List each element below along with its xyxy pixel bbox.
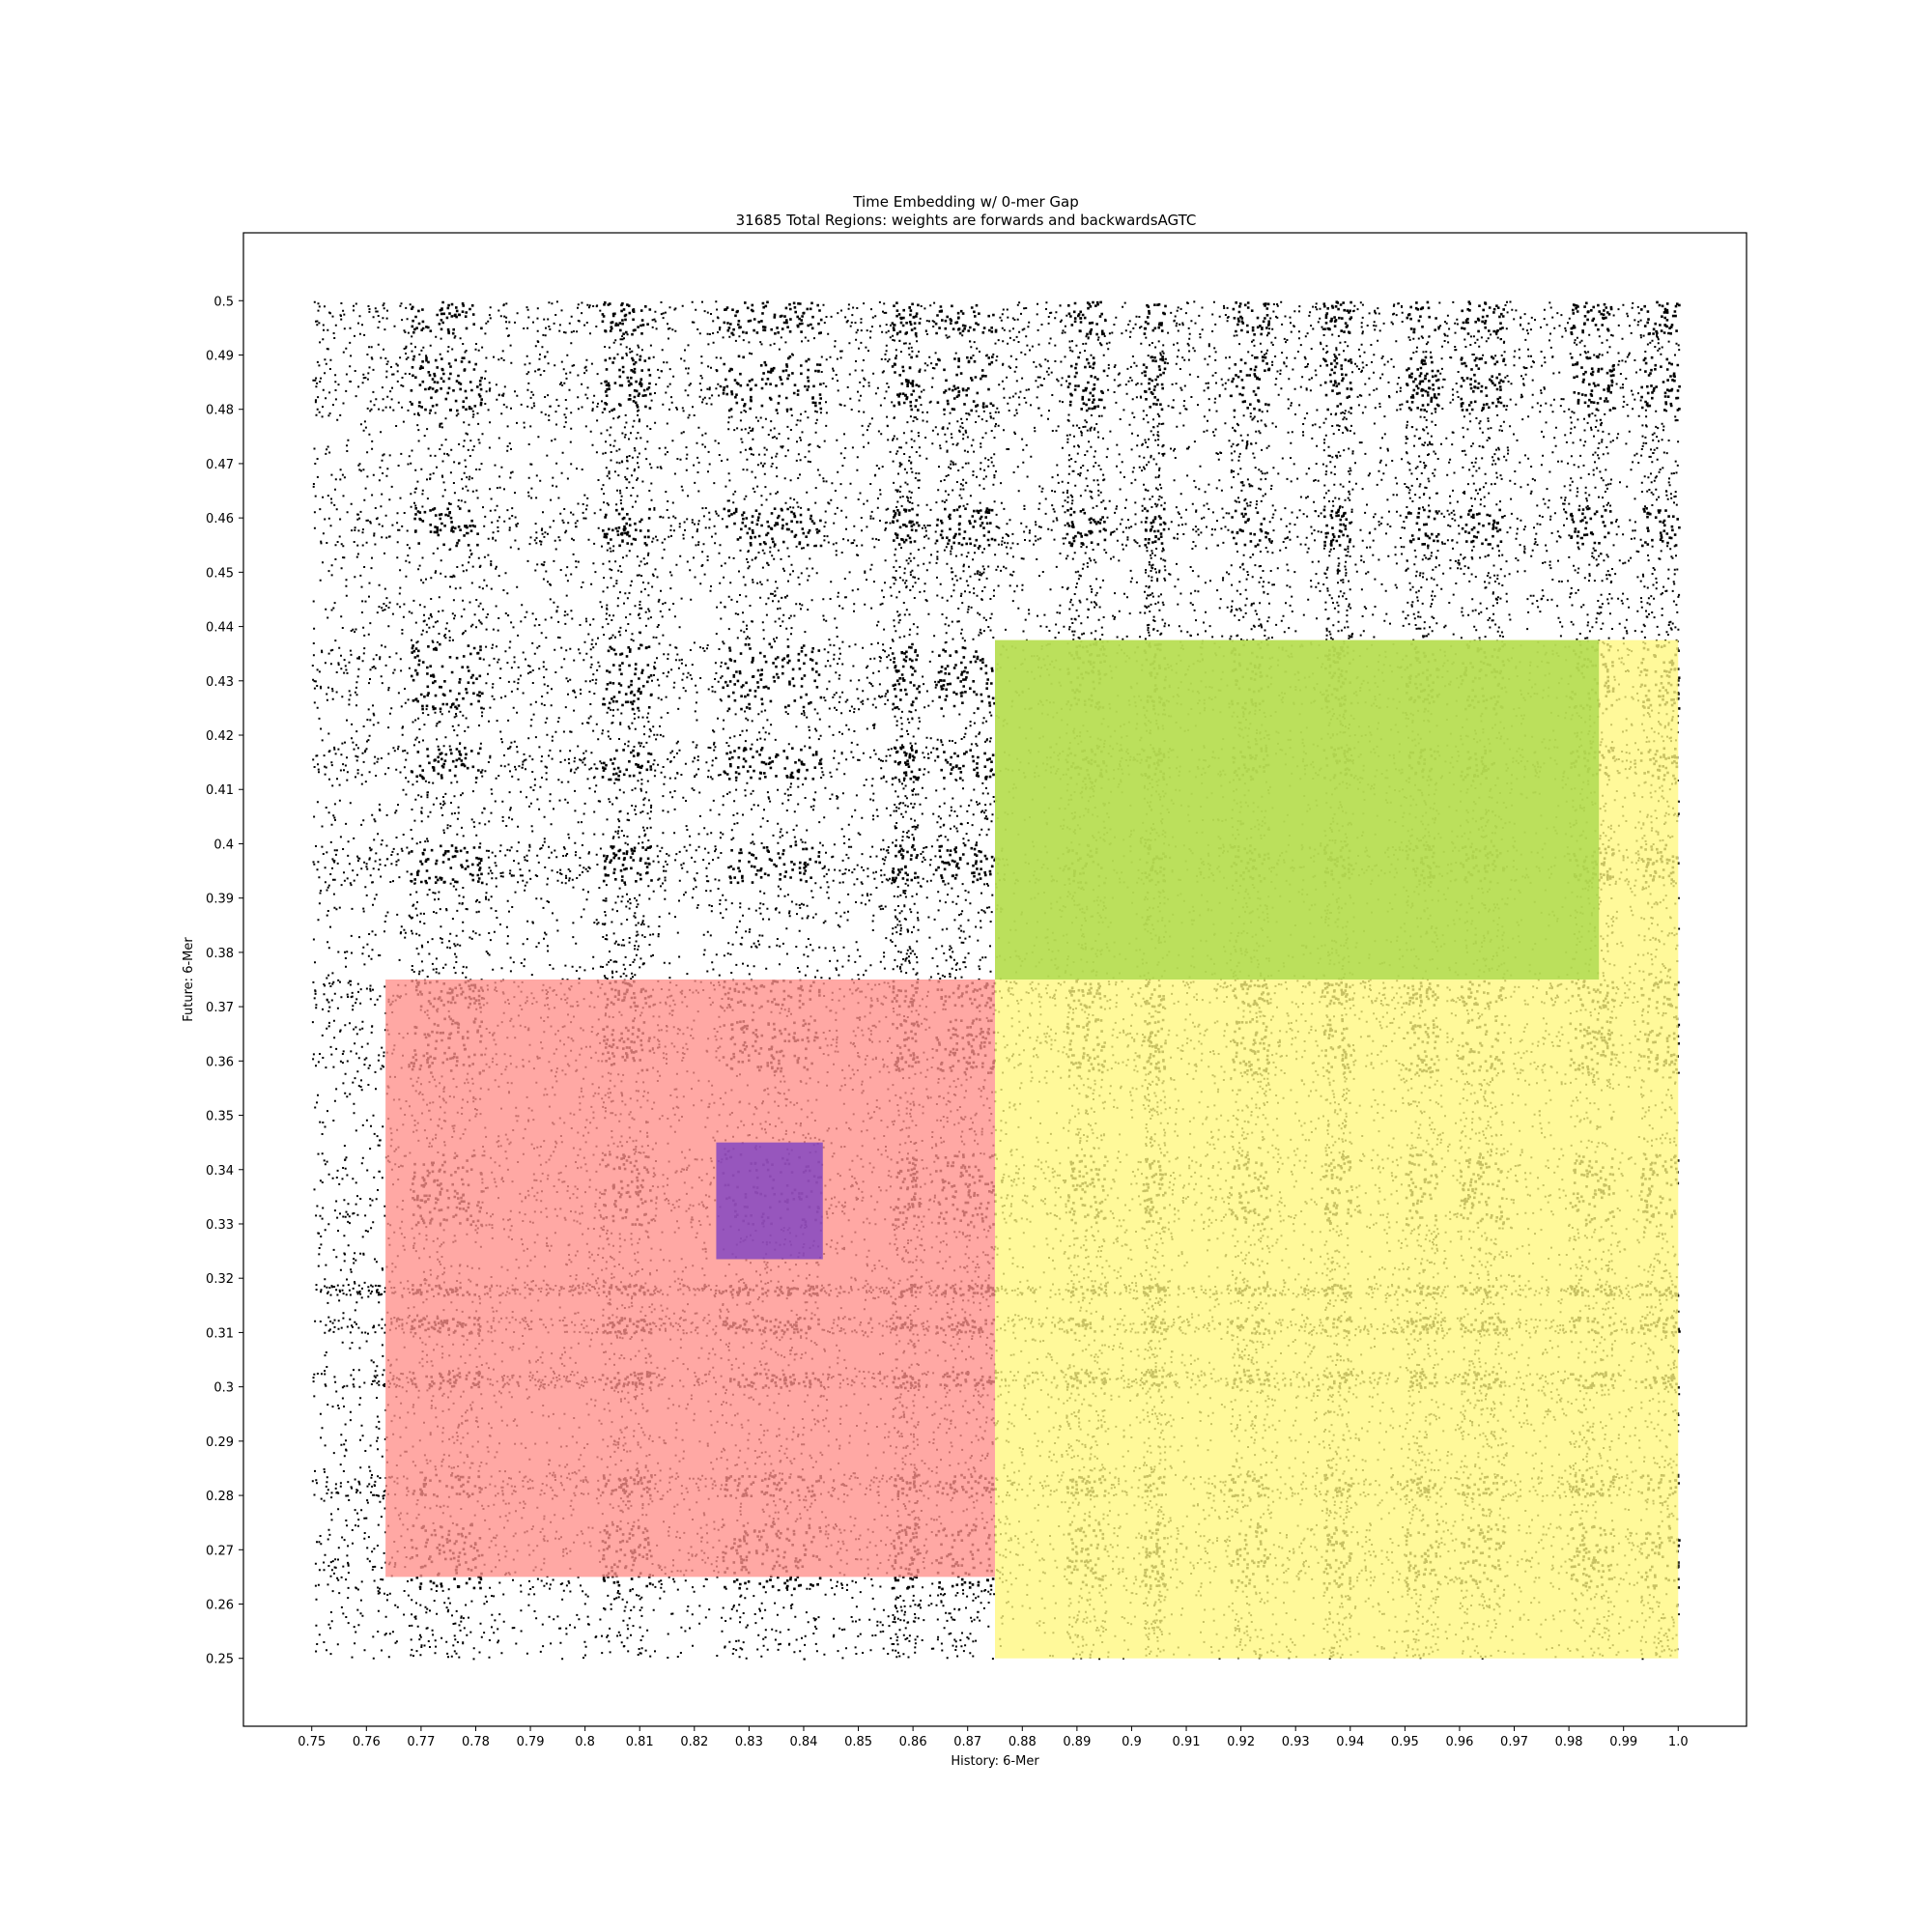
y-tick-label: 0.45 xyxy=(206,566,234,581)
x-tick-label: 0.87 xyxy=(953,1735,981,1749)
highlight-region-3 xyxy=(995,639,1600,980)
x-tick-label: 0.79 xyxy=(517,1735,545,1749)
x-tick-label: 0.98 xyxy=(1555,1735,1583,1749)
y-tick-label: 0.47 xyxy=(206,458,234,472)
x-tick-label: 0.9 xyxy=(1122,1735,1142,1749)
x-tick-label: 0.94 xyxy=(1336,1735,1364,1749)
x-tick-label: 0.88 xyxy=(1009,1735,1037,1749)
plot-frame xyxy=(242,232,1747,1727)
y-tick-label: 0.44 xyxy=(206,621,234,636)
x-tick-label: 0.83 xyxy=(735,1735,763,1749)
highlight-regions xyxy=(385,639,1679,1659)
x-tick-label: 0.93 xyxy=(1282,1735,1310,1749)
x-tick-label: 0.75 xyxy=(298,1735,326,1749)
y-tick-label: 0.34 xyxy=(206,1164,234,1179)
y-tick-label: 0.3 xyxy=(213,1381,234,1396)
x-tick-label: 0.81 xyxy=(626,1735,654,1749)
x-tick-label: 0.89 xyxy=(1063,1735,1091,1749)
y-axis-ticks: 0.25 0.26 0.27 0.28 0.29 0.3 0.31 0.32 0.33 0.34 0… xyxy=(206,295,243,1667)
highlight-region-1 xyxy=(995,980,1679,1659)
y-tick-label: 0.49 xyxy=(206,349,234,363)
x-tick-label: 0.95 xyxy=(1391,1735,1419,1749)
x-tick-label: 0.97 xyxy=(1500,1735,1528,1749)
x-tick-label: 0.99 xyxy=(1609,1735,1637,1749)
x-tick-label: 0.91 xyxy=(1173,1735,1201,1749)
x-tick-label: 1.0 xyxy=(1668,1735,1689,1749)
x-tick-label: 0.92 xyxy=(1227,1735,1255,1749)
y-tick-label: 0.27 xyxy=(206,1544,234,1558)
y-tick-label: 0.48 xyxy=(206,404,234,418)
y-tick-label: 0.35 xyxy=(206,1110,234,1124)
y-tick-label: 0.32 xyxy=(206,1272,234,1287)
chart-subtitle: 31685 Total Regions: weights are forward… xyxy=(735,212,1197,229)
y-tick-label: 0.33 xyxy=(206,1218,234,1233)
y-tick-label: 0.4 xyxy=(213,838,234,852)
x-tick-label: 0.78 xyxy=(462,1735,490,1749)
x-tick-label: 0.76 xyxy=(353,1735,381,1749)
x-tick-label: 0.82 xyxy=(680,1735,708,1749)
y-tick-label: 0.38 xyxy=(206,947,234,961)
highlight-region-4 xyxy=(385,980,995,1577)
x-tick-label: 0.84 xyxy=(789,1735,817,1749)
y-tick-label: 0.37 xyxy=(206,1001,234,1015)
y-tick-label: 0.5 xyxy=(213,295,234,309)
y-tick-label: 0.42 xyxy=(206,729,234,744)
x-tick-label: 0.85 xyxy=(844,1735,872,1749)
x-tick-label: 0.8 xyxy=(575,1735,595,1749)
y-tick-label: 0.29 xyxy=(206,1435,234,1450)
x-axis-ticks: 0.75 0.76 0.77 0.78 0.79 0.8 0.81 0.82 0.83 0.84 0… xyxy=(298,1726,1689,1749)
y-tick-label: 0.46 xyxy=(206,512,234,526)
y-tick-label: 0.41 xyxy=(206,783,234,798)
y-tick-label: 0.43 xyxy=(206,675,234,690)
y-tick-label: 0.36 xyxy=(206,1055,234,1069)
y-axis-label: Future: 6-Mer xyxy=(182,937,196,1022)
x-tick-label: 0.96 xyxy=(1445,1735,1473,1749)
y-tick-label: 0.31 xyxy=(206,1326,234,1341)
x-tick-label: 0.77 xyxy=(407,1735,435,1749)
y-tick-label: 0.26 xyxy=(206,1599,234,1613)
chart-title: Time Embedding w/ 0-mer Gap xyxy=(853,193,1079,211)
x-axis-label: History: 6-Mer xyxy=(951,1754,1039,1769)
y-tick-label: 0.25 xyxy=(206,1653,234,1667)
highlight-region-5 xyxy=(716,1142,823,1260)
x-tick-label: 0.86 xyxy=(899,1735,927,1749)
y-tick-label: 0.39 xyxy=(206,893,234,907)
y-tick-label: 0.28 xyxy=(206,1490,234,1504)
